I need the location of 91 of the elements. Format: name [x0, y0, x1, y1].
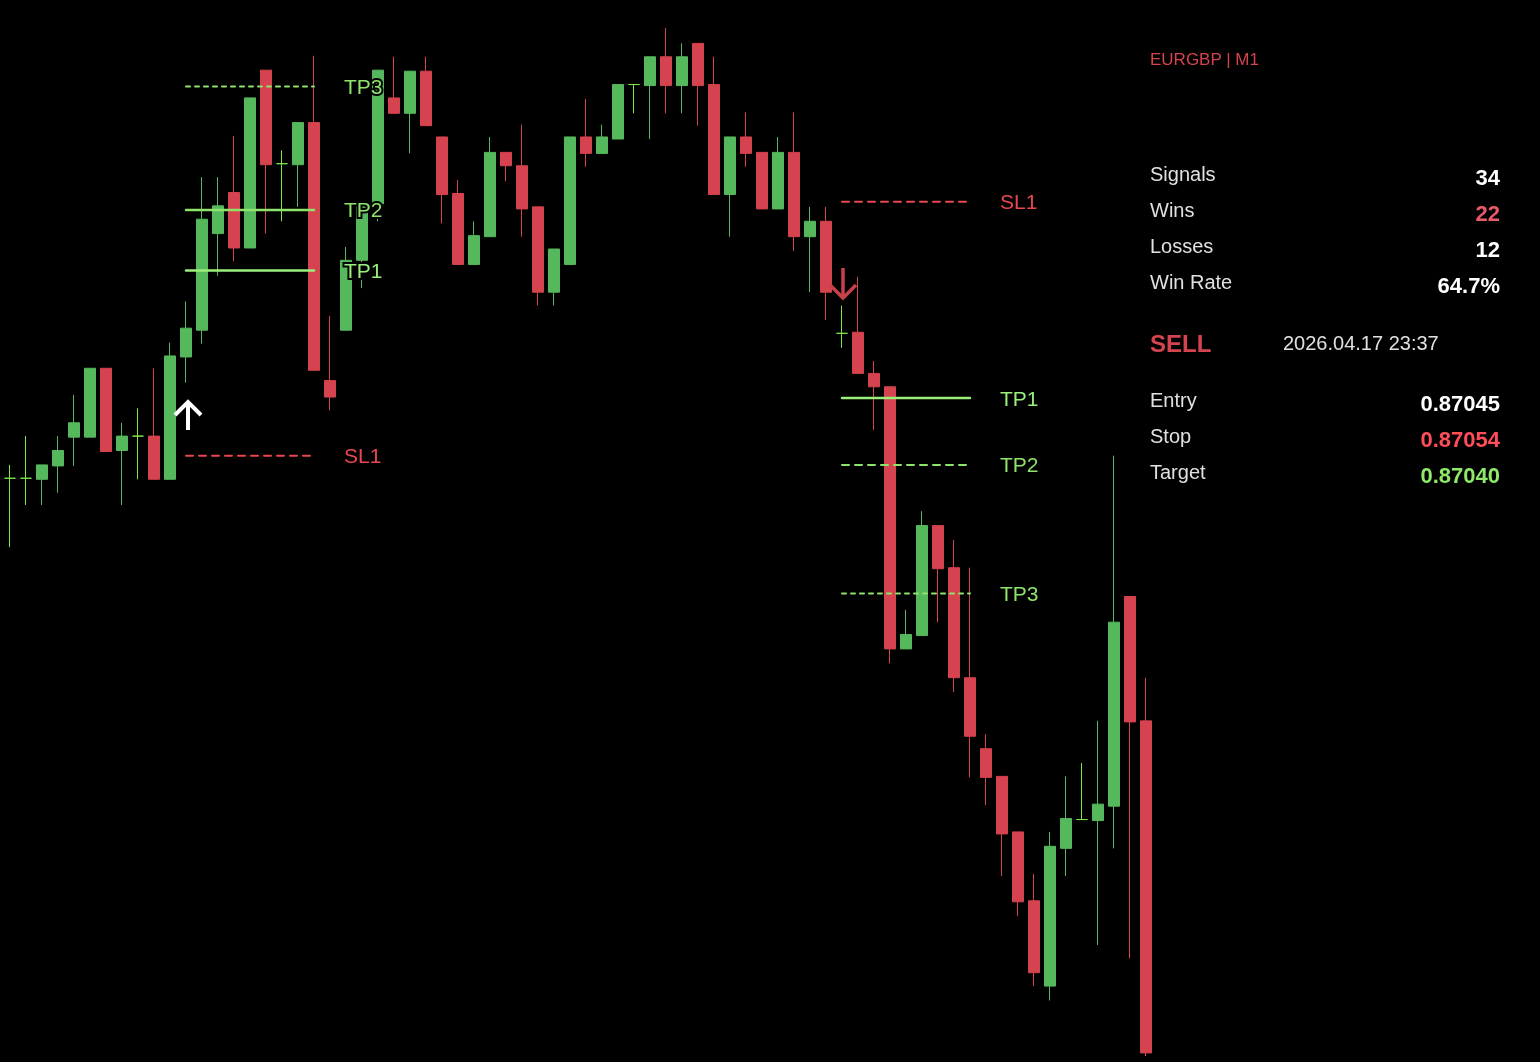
candlestick	[756, 151, 768, 210]
candlestick	[468, 220, 480, 265]
candlestick	[228, 135, 240, 262]
candlestick	[932, 525, 944, 623]
candlestick	[324, 315, 336, 411]
text: 22	[1475, 201, 1500, 227]
candlestick	[708, 56, 720, 196]
candlestick	[452, 179, 464, 265]
candlestick	[36, 464, 48, 506]
candlestick	[260, 69, 272, 235]
candlestick	[52, 435, 64, 494]
annotation: EURGBP | M1	[1150, 50, 1259, 70]
text: 2026.04.17 23:37	[1283, 332, 1439, 355]
candlestick	[1124, 595, 1136, 959]
candlestick	[724, 136, 736, 238]
series-label: TP3	[1000, 581, 1039, 605]
annotation: Losses	[1150, 235, 1214, 258]
candlestick	[100, 367, 112, 453]
candlestick	[804, 206, 816, 293]
candlestick	[916, 510, 928, 637]
candlestick	[564, 136, 576, 265]
candlestick	[980, 733, 992, 806]
candlestick	[612, 84, 624, 140]
candlestick	[740, 111, 752, 168]
text: 0.87045	[1420, 391, 1500, 417]
candlestick	[84, 367, 96, 438]
series-label: TP2	[1000, 453, 1039, 477]
series-label: SL1	[344, 444, 382, 468]
annotation: Signals	[1150, 163, 1216, 186]
candlestick	[436, 136, 448, 224]
candlestick	[212, 176, 224, 277]
candlestick	[132, 407, 144, 480]
candlestick	[116, 422, 128, 506]
candlestick	[148, 367, 160, 480]
candlestick	[4, 464, 16, 548]
candlestick	[868, 360, 880, 431]
candlestick	[548, 248, 560, 307]
candlestick	[692, 42, 704, 127]
candlestick	[164, 342, 176, 480]
text: 12	[1475, 237, 1500, 263]
candlestick	[292, 122, 304, 208]
candlestick	[1108, 455, 1120, 849]
series-label: SL1	[1000, 190, 1038, 214]
candlestick	[964, 567, 976, 778]
candlestick	[788, 111, 800, 252]
candlestick	[1044, 831, 1056, 1001]
candlestick	[676, 42, 688, 114]
text: 64.7%	[1437, 273, 1500, 299]
candlestick	[820, 206, 832, 321]
candlestick	[276, 149, 288, 222]
candlestick	[1140, 677, 1152, 1057]
candlestick	[580, 98, 592, 168]
candlestick	[628, 84, 640, 114]
annotation: Entry	[1150, 389, 1197, 412]
candlestick	[484, 136, 496, 238]
candlestick	[596, 124, 608, 154]
candlestick	[1076, 762, 1088, 821]
candlestick	[644, 56, 656, 140]
candlestick	[20, 435, 32, 506]
candlestick	[388, 56, 400, 114]
series-label: TP1	[1000, 386, 1039, 410]
candlestick	[1092, 720, 1104, 946]
candlestick	[308, 55, 320, 371]
annotation: Stop	[1150, 425, 1192, 448]
annotation: Target	[1150, 461, 1206, 484]
candlestick	[948, 539, 960, 693]
candlestick	[1028, 873, 1040, 987]
candlestick	[420, 56, 432, 127]
candlestick	[404, 70, 416, 154]
candlestick	[836, 305, 848, 349]
candlestick	[244, 97, 256, 249]
annotation: SELL	[1150, 330, 1212, 358]
annotation: Wins	[1150, 199, 1195, 222]
candlestick	[1012, 831, 1024, 917]
candlestick	[852, 276, 864, 374]
text: 0.87054	[1420, 427, 1500, 453]
annotation: Win Rate	[1150, 271, 1233, 294]
text: 0.87040	[1420, 463, 1500, 489]
candlestick	[1060, 775, 1072, 877]
candlestick	[500, 151, 512, 182]
candlestick	[884, 386, 896, 664]
candlestick	[68, 394, 80, 467]
candlestick	[900, 609, 912, 650]
candlestick	[772, 136, 784, 210]
candlestick	[532, 206, 544, 307]
text: 34	[1475, 165, 1500, 191]
candlestick	[196, 176, 208, 345]
candlestick	[660, 27, 672, 114]
candlestick	[516, 124, 528, 238]
candlestick	[180, 300, 192, 384]
candlestick	[996, 775, 1008, 877]
